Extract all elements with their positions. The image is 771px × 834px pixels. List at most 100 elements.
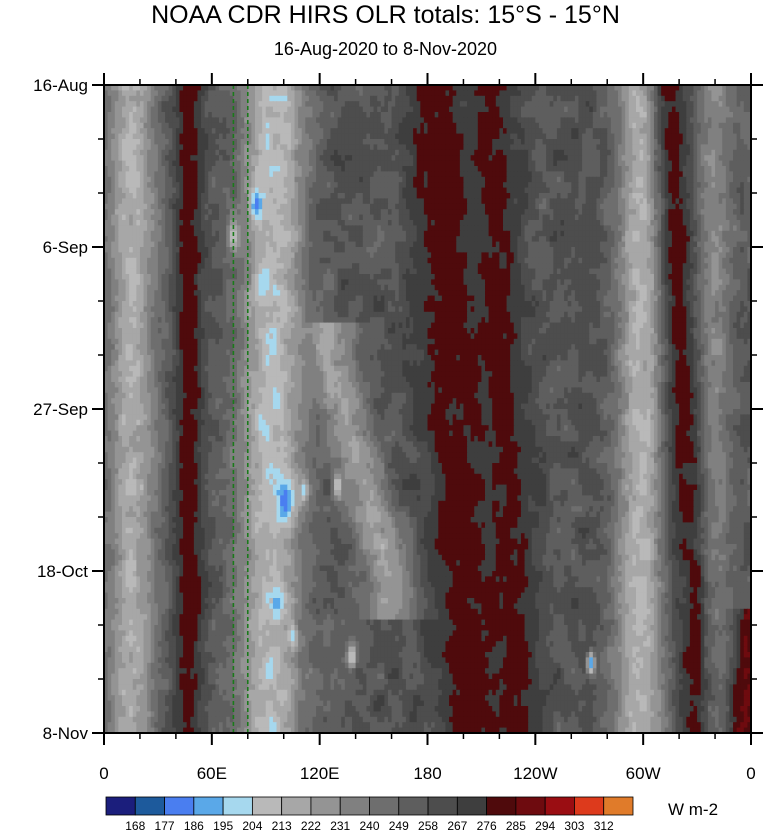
olr-cell — [175, 209, 181, 216]
olr-cell — [348, 101, 353, 108]
olr-cell — [233, 122, 238, 129]
olr-cell — [463, 160, 468, 167]
olr-cell — [661, 198, 666, 205]
olr-cell — [197, 90, 202, 97]
olr-cell — [715, 160, 720, 167]
olr-cell — [337, 122, 342, 129]
olr-cell — [661, 166, 666, 172]
olr-cell — [531, 106, 536, 113]
olr-cell — [258, 214, 263, 221]
olr-cell — [168, 203, 173, 210]
olr-cell — [463, 214, 468, 221]
olr-cell — [456, 112, 461, 118]
olr-cell — [337, 144, 342, 151]
olr-cell — [517, 171, 522, 178]
olr-cell — [520, 171, 526, 178]
olr-cell — [362, 187, 367, 194]
olr-cell — [287, 193, 292, 199]
olr-cell — [132, 171, 137, 178]
olr-cell — [301, 122, 306, 129]
olr-cell — [287, 198, 292, 205]
olr-cell — [114, 106, 119, 113]
olr-cell — [632, 166, 637, 172]
olr-cell — [682, 155, 687, 162]
olr-cell — [538, 106, 544, 113]
olr-cell — [456, 106, 461, 113]
olr-cell — [344, 198, 350, 205]
olr-cell — [409, 122, 414, 129]
olr-cell — [718, 203, 723, 210]
olr-cell — [276, 139, 281, 145]
olr-cell — [420, 166, 425, 172]
olr-cell — [147, 139, 152, 145]
olr-cell — [165, 144, 170, 151]
olr-cell — [733, 85, 738, 91]
olr-cell — [556, 112, 562, 118]
olr-cell — [398, 144, 403, 151]
olr-cell — [747, 133, 752, 140]
olr-cell — [553, 166, 558, 172]
olr-cell — [740, 139, 745, 145]
olr-cell — [549, 101, 554, 108]
olr-cell — [254, 193, 260, 199]
olr-cell — [208, 225, 213, 232]
olr-cell — [725, 209, 731, 216]
olr-cell — [136, 209, 141, 216]
olr-cell — [373, 193, 378, 199]
olr-cell — [567, 101, 572, 108]
olr-cell — [380, 112, 385, 118]
olr-cell — [290, 101, 296, 108]
olr-cell — [384, 187, 389, 194]
olr-cell — [283, 225, 288, 232]
olr-cell — [499, 101, 504, 108]
olr-cell — [308, 139, 314, 145]
olr-cell — [571, 133, 576, 140]
olr-cell — [193, 112, 199, 118]
olr-cell — [707, 117, 713, 124]
olr-cell — [114, 155, 119, 162]
olr-cell — [474, 85, 479, 91]
olr-cell — [679, 187, 684, 194]
olr-cell — [492, 198, 497, 205]
olr-cell — [668, 187, 673, 194]
olr-cell — [111, 95, 116, 102]
olr-cell — [377, 144, 382, 151]
olr-cell — [211, 171, 217, 178]
olr-cell — [175, 139, 181, 145]
olr-cell — [679, 85, 684, 91]
olr-cell — [592, 85, 598, 91]
olr-cell — [348, 133, 353, 140]
olr-cell — [664, 176, 669, 183]
olr-cell — [736, 90, 741, 97]
olr-cell — [319, 225, 324, 232]
olr-cell — [653, 106, 659, 113]
olr-cell — [671, 209, 677, 216]
olr-cell — [330, 203, 335, 210]
olr-cell — [377, 214, 382, 221]
olr-cell — [646, 101, 651, 108]
olr-cell — [715, 122, 720, 129]
olr-cell — [157, 117, 163, 124]
olr-cell — [528, 160, 533, 167]
olr-cell — [603, 139, 608, 145]
olr-cell — [488, 225, 493, 232]
olr-cell — [682, 214, 687, 221]
olr-cell — [686, 139, 691, 145]
olr-cell — [535, 214, 540, 221]
olr-cell — [179, 101, 184, 108]
olr-cell — [535, 225, 540, 232]
olr-cell — [359, 85, 364, 91]
olr-cell — [395, 95, 400, 102]
olr-cell — [258, 106, 263, 113]
olr-cell — [272, 209, 278, 216]
olr-cell — [118, 230, 123, 237]
olr-cell — [474, 149, 479, 156]
olr-cell — [190, 203, 195, 210]
olr-cell — [272, 166, 278, 172]
olr-cell — [369, 214, 375, 221]
olr-cell — [722, 90, 727, 97]
olr-cell — [121, 209, 127, 216]
olr-cell — [413, 166, 418, 172]
olr-cell — [743, 90, 748, 97]
olr-cell — [653, 144, 659, 151]
